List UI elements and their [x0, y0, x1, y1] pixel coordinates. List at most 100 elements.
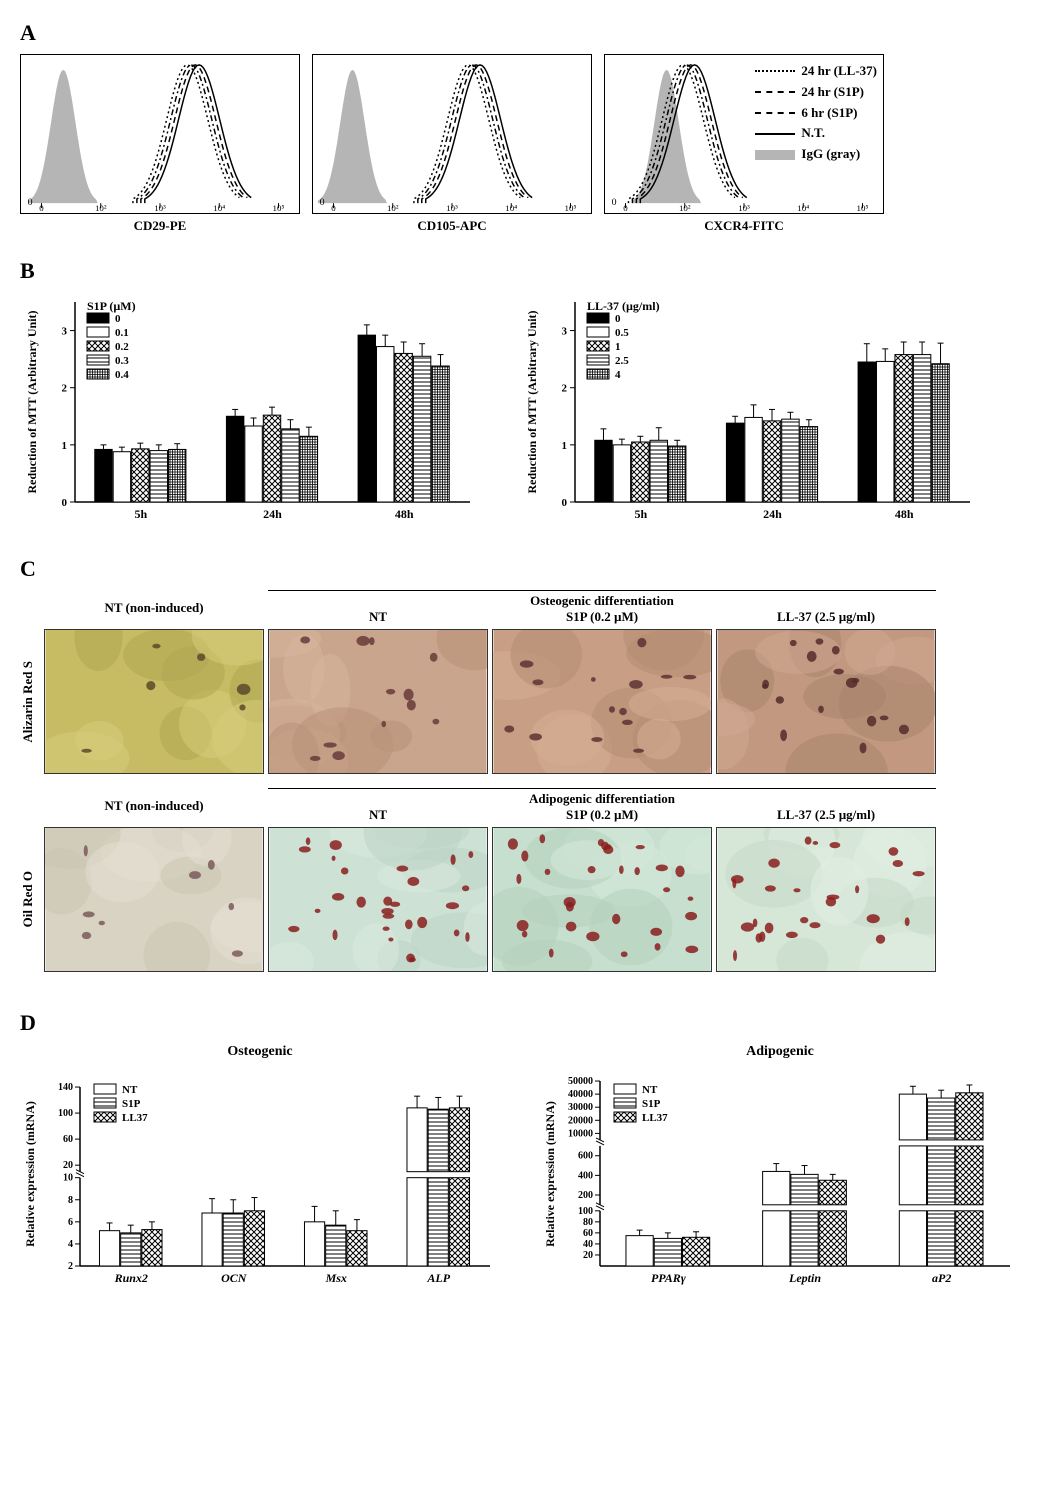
svg-text:S1P (µM): S1P (µM) — [87, 299, 136, 313]
svg-text:2.5: 2.5 — [615, 355, 629, 367]
micrograph — [268, 827, 488, 972]
flow-axis-label: CD29-PE — [20, 218, 300, 234]
micro-col-label: LL-37 (2.5 µg/ml) — [716, 807, 936, 823]
svg-text:3: 3 — [562, 326, 568, 338]
svg-text:10⁵: 10⁵ — [857, 203, 869, 213]
svg-text:10⁴: 10⁴ — [213, 203, 225, 213]
svg-text:10⁴: 10⁴ — [797, 203, 809, 213]
legend-label: 24 hr (LL-37) — [801, 61, 877, 82]
svg-text:4: 4 — [68, 1239, 73, 1250]
svg-text:24h: 24h — [763, 507, 782, 521]
panel-c-container: NT (non-induced)Osteogenic differentiati… — [20, 590, 1039, 986]
legend-line-icon — [755, 133, 795, 135]
svg-text:5h: 5h — [134, 507, 147, 521]
legend-label: IgG (gray) — [801, 144, 860, 165]
differentiation-title: Adipogenic differentiation — [268, 788, 936, 807]
svg-text:10: 10 — [63, 1173, 73, 1184]
legend-line-icon — [755, 70, 795, 72]
svg-text:2: 2 — [68, 1261, 73, 1272]
svg-text:60: 60 — [63, 1134, 73, 1145]
svg-text:S1P: S1P — [122, 1098, 141, 1110]
svg-text:2: 2 — [562, 383, 568, 395]
svg-text:60: 60 — [583, 1228, 593, 1239]
panel-b: B 0 1 2 3 Reduction of MTT (Arbitrary Unit) 5… — [20, 258, 1039, 532]
svg-text:LL37: LL37 — [122, 1112, 148, 1124]
svg-text:10³: 10³ — [446, 203, 458, 213]
expression-chart-1: Adipogenic 20406080100 200 400 600 10000 20000… — [540, 1044, 1020, 1294]
micro-col-label: S1P (0.2 µM) — [492, 807, 712, 823]
svg-text:0: 0 — [62, 497, 68, 509]
svg-text:S1P: S1P — [642, 1098, 661, 1110]
differentiation-title: Osteogenic differentiation — [268, 590, 936, 609]
svg-text:10³: 10³ — [154, 203, 166, 213]
micrograph — [44, 827, 264, 972]
svg-text:LL-37 (µg/ml): LL-37 (µg/ml) — [587, 299, 660, 313]
panel-b-label: B — [20, 258, 1039, 284]
legend-line-icon — [755, 150, 795, 160]
micrograph — [492, 629, 712, 774]
svg-text:10000: 10000 — [568, 1128, 593, 1139]
legend-label: 6 hr (S1P) — [801, 103, 857, 124]
svg-text:30000: 30000 — [568, 1102, 593, 1113]
svg-text:48h: 48h — [395, 507, 414, 521]
svg-text:NT: NT — [122, 1084, 138, 1096]
panel-a-legend: 24 hr (LL-37)24 hr (S1P)6 hr (S1P)N.T.Ig… — [755, 61, 877, 165]
svg-text:Leptin: Leptin — [788, 1271, 821, 1285]
legend-label: 24 hr (S1P) — [801, 82, 864, 103]
svg-text:0: 0 — [28, 197, 33, 208]
svg-text:1: 1 — [615, 341, 621, 353]
svg-text:aP2: aP2 — [932, 1271, 951, 1285]
svg-text:NT: NT — [642, 1084, 658, 1096]
svg-text:Msx: Msx — [325, 1271, 347, 1285]
svg-text:0: 0 — [615, 313, 621, 325]
svg-text:48h: 48h — [895, 507, 914, 521]
svg-text:40: 40 — [583, 1239, 593, 1250]
svg-text:0: 0 — [623, 203, 628, 213]
stain-label: Alizarin Red S — [20, 661, 40, 743]
micrograph — [492, 827, 712, 972]
svg-text:10⁵: 10⁵ — [565, 203, 577, 213]
flow-axis-label: CXCR4-FITC — [604, 218, 884, 234]
panel-d-label: D — [20, 1010, 1039, 1036]
mtt-chart-1: 0123Reduction of MTT (Arbitrary Unit)5h2… — [520, 292, 980, 532]
micrograph — [716, 827, 936, 972]
svg-text:80: 80 — [583, 1217, 593, 1228]
svg-text:4: 4 — [615, 369, 621, 381]
svg-text:0.4: 0.4 — [115, 369, 129, 381]
svg-text:Relative expression (mRNA): Relative expression (mRNA) — [543, 1101, 557, 1247]
svg-text:0: 0 — [612, 197, 617, 208]
panel-a-label: A — [20, 20, 1039, 46]
micro-col-label: NT — [268, 807, 488, 823]
flow-axis-label: CD105-APC — [312, 218, 592, 234]
svg-text:20000: 20000 — [568, 1115, 593, 1126]
legend-line-icon — [755, 112, 795, 114]
svg-text:20: 20 — [583, 1250, 593, 1261]
chart-title: Adipogenic — [540, 1044, 1020, 1060]
svg-text:24h: 24h — [263, 507, 282, 521]
expression-chart-0: Osteogenic2468102060100140Relative expre… — [20, 1044, 500, 1294]
svg-text:200: 200 — [578, 1190, 593, 1201]
panel-a-row: 0 10² 10³ 10⁴ 10⁵ 0 CD29-PE 0 10² 10³ 10⁴ 10⁵ 0 CD105… — [20, 54, 1039, 234]
svg-text:600: 600 — [578, 1151, 593, 1162]
svg-text:6: 6 — [68, 1217, 73, 1228]
svg-text:10²: 10² — [387, 203, 399, 213]
svg-text:0: 0 — [331, 203, 336, 213]
svg-text:Reduction of MTT (Arbitrary Un: Reduction of MTT (Arbitrary Unit) — [525, 310, 539, 493]
svg-text:100: 100 — [578, 1206, 593, 1217]
svg-text:0: 0 — [562, 497, 568, 509]
svg-text:ALP: ALP — [426, 1271, 450, 1285]
panel-b-row: 0 1 2 3 Reduction of MTT (Arbitrary Unit) 5h 2… — [20, 292, 1039, 532]
svg-text:0.5: 0.5 — [615, 327, 629, 339]
svg-text:0: 0 — [39, 203, 44, 213]
svg-text:Reduction of MTT (Arbitrary Un: Reduction of MTT (Arbitrary Unit) — [25, 310, 39, 493]
svg-text:0: 0 — [115, 313, 121, 325]
svg-text:10⁵: 10⁵ — [273, 203, 285, 213]
svg-text:10²: 10² — [95, 203, 107, 213]
micro-col-label: NT (non-induced) — [44, 600, 264, 616]
panel-d-row: Osteogenic2468102060100140Relative expre… — [20, 1044, 1039, 1294]
micro-col-label: LL-37 (2.5 µg/ml) — [716, 609, 936, 625]
micrograph — [268, 629, 488, 774]
svg-text:1: 1 — [562, 440, 568, 452]
svg-text:10²: 10² — [679, 203, 691, 213]
svg-text:400: 400 — [578, 1170, 593, 1181]
